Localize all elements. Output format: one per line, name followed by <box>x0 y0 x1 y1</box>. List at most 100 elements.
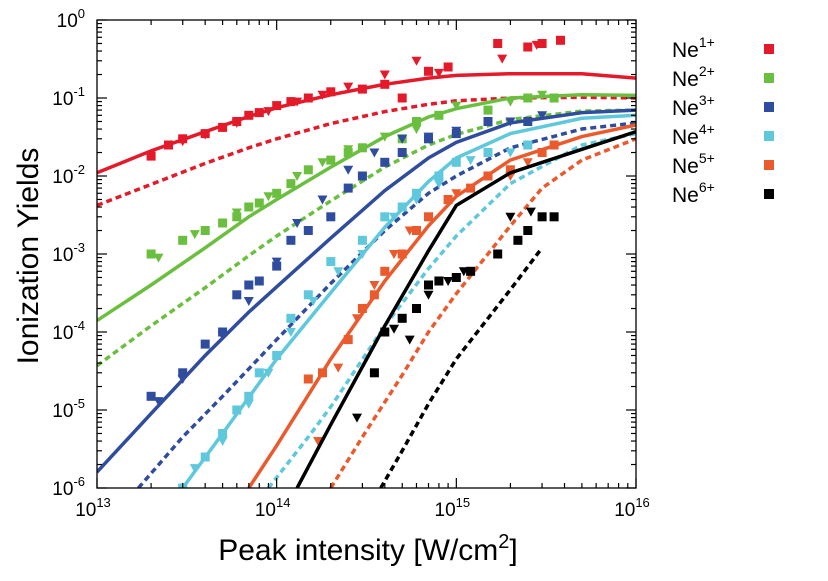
square-point-ne5plus <box>505 165 515 175</box>
square-point-ne1plus <box>380 79 390 89</box>
triangle-point-ne3plus <box>537 111 548 121</box>
square-point-ne1plus <box>218 122 228 132</box>
square-point-ne2plus <box>254 198 264 208</box>
square-point-ne4plus <box>412 188 421 198</box>
square-point-ne1plus <box>493 39 503 48</box>
solid-curve-ne6plus <box>295 130 636 488</box>
square-point-ne3plus <box>483 117 493 126</box>
square-point-ne6plus <box>549 212 559 222</box>
square-point-ne2plus <box>286 179 296 189</box>
legend-label: Ne4+ <box>672 121 715 149</box>
square-point-ne3plus <box>397 148 407 157</box>
y-tick-label: 10-4 <box>52 318 85 344</box>
square-point-ne5plus <box>380 266 390 276</box>
legend-swatch <box>764 73 774 83</box>
dashed-curve-ne3plus <box>137 121 636 488</box>
triangle-point-ne1plus <box>200 130 211 140</box>
triangle-point-ne3plus <box>343 165 354 175</box>
triangle-point-ne1plus <box>177 137 188 147</box>
triangle-point-ne3plus <box>317 195 328 205</box>
square-point-ne6plus <box>380 327 390 337</box>
square-point-ne4plus <box>254 368 264 378</box>
triangle-point-ne4plus <box>465 156 476 166</box>
square-point-ne1plus <box>357 84 367 94</box>
triangle-point-ne2plus <box>451 101 462 111</box>
square-point-ne5plus <box>369 290 379 300</box>
square-point-ne6plus <box>493 249 503 259</box>
legend-swatch <box>764 189 774 199</box>
dashed-curve-ne6plus <box>379 246 544 488</box>
y-axis-title: Ionization Yields <box>12 148 45 365</box>
square-point-ne1plus <box>244 110 254 120</box>
x-tick-label: 1013 <box>75 495 111 521</box>
square-point-ne2plus <box>178 235 188 245</box>
legend-item-ne3plus: Ne3+ <box>672 92 774 120</box>
square-point-ne3plus <box>357 171 367 181</box>
square-point-ne3plus <box>523 117 533 126</box>
triangle-point-ne4plus <box>217 437 228 446</box>
square-point-ne5plus <box>537 148 547 157</box>
square-point-ne4plus <box>451 157 461 167</box>
square-point-ne1plus <box>397 93 407 103</box>
triangle-point-ne1plus <box>411 56 422 66</box>
square-point-ne5plus <box>466 183 476 193</box>
triangle-point-ne5plus <box>389 250 399 259</box>
triangle-point-ne6plus <box>389 324 399 334</box>
square-point-ne2plus <box>412 117 421 126</box>
triangle-point-ne1plus <box>433 68 444 78</box>
tick-labels: 1013 1014 1015 1016 100 10-1 10-2 10-3 10-4 10-5 1… <box>52 6 650 521</box>
legend-label: Ne5+ <box>672 150 715 178</box>
square-point-ne5plus <box>357 304 367 313</box>
triangle-point-ne2plus <box>292 172 303 181</box>
square-point-ne5plus <box>483 171 493 181</box>
triangle-point-ne4plus <box>333 267 344 277</box>
legend-label: Ne3+ <box>672 92 715 120</box>
legend-label: Ne1+ <box>672 34 715 62</box>
square-point-ne2plus <box>218 218 228 228</box>
square-point-ne1plus <box>424 66 433 76</box>
legend-swatch <box>764 131 774 141</box>
triangle-point-ne5plus <box>404 226 415 236</box>
square-point-ne5plus <box>303 374 313 384</box>
triangle-point-ne3plus <box>153 397 164 407</box>
triangle-point-ne5plus <box>522 158 533 168</box>
square-point-ne4plus <box>218 429 228 438</box>
triangle-point-ne2plus <box>379 132 390 142</box>
square-point-ne1plus <box>523 42 533 52</box>
square-point-ne4plus <box>434 171 444 181</box>
triangle-point-ne6plus <box>352 413 362 423</box>
triangle-point-ne5plus <box>352 314 362 324</box>
triangle-point-ne6plus <box>443 277 454 286</box>
series-ne5plus <box>247 123 636 488</box>
square-point-ne3plus <box>254 276 264 286</box>
triangle-point-ne1plus <box>292 97 303 107</box>
legend-item-ne2plus: Ne2+ <box>672 63 774 91</box>
square-point-ne1plus <box>303 93 313 103</box>
legend-item-ne5plus: Ne5+ <box>672 150 774 178</box>
square-point-ne2plus <box>523 93 533 103</box>
square-point-ne4plus <box>357 235 367 245</box>
square-point-ne3plus <box>286 235 296 245</box>
triangle-point-ne6plus <box>525 207 536 217</box>
solid-curve-ne2plus <box>97 93 636 323</box>
triangle-point-ne3plus <box>292 219 303 228</box>
square-point-ne5plus <box>549 140 559 150</box>
square-point-ne3plus <box>200 339 210 349</box>
square-point-ne3plus <box>303 226 313 235</box>
series-layer <box>97 35 636 488</box>
x-tick-label: 1015 <box>435 495 471 521</box>
square-point-ne4plus <box>397 202 407 212</box>
square-point-ne6plus <box>424 280 433 290</box>
square-point-ne6plus <box>523 226 533 235</box>
triangle-point-ne2plus <box>263 192 274 202</box>
triangle-point-ne1plus <box>497 54 508 64</box>
square-point-ne1plus <box>443 62 453 72</box>
y-tick-label: 10-6 <box>52 474 85 500</box>
square-point-ne2plus <box>200 226 210 235</box>
triangle-point-ne1plus <box>317 90 328 100</box>
square-point-ne1plus <box>254 108 264 118</box>
square-point-ne4plus <box>232 405 242 415</box>
square-point-ne5plus <box>412 226 421 235</box>
triangle-point-ne4plus <box>263 368 274 378</box>
triangle-point-ne2plus <box>537 90 548 100</box>
